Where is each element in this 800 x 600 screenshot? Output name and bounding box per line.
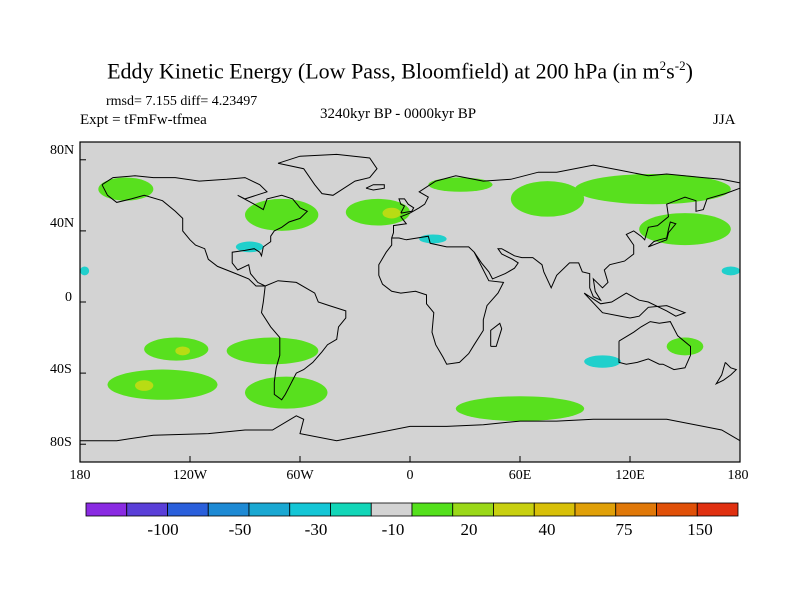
- anomaly-region-green: [226, 337, 319, 365]
- colorbar-swatch: [207, 502, 250, 517]
- lon-tick-60w: 60W: [286, 468, 314, 483]
- colorbar-label: -100: [147, 520, 179, 539]
- anomaly-region-green: [107, 369, 218, 400]
- lat-tick-80n: 80N: [50, 143, 75, 158]
- colorbar-swatch: [615, 502, 657, 517]
- title-close: ): [685, 58, 693, 84]
- colorbar-swatch: [85, 502, 128, 517]
- anomaly-region-green: [455, 396, 585, 422]
- colorbar-swatch: [289, 502, 331, 517]
- colorbar-swatch: [248, 502, 291, 517]
- colorbar-swatch: [411, 502, 454, 517]
- colorbar-swatch: [696, 502, 739, 517]
- coastline-north-america: [101, 175, 309, 287]
- coastline-australia: [618, 321, 691, 371]
- title-sup1: 2: [659, 58, 667, 73]
- colorbar-swatch: [533, 502, 576, 517]
- lon-tick-0: 0: [406, 468, 414, 483]
- stats-label: rmsd= 7.155 diff= 4.23497: [106, 94, 258, 109]
- season-label: JJA: [713, 112, 736, 128]
- coastline-asia-east: [473, 187, 741, 302]
- anomaly-region-cyan: [721, 266, 740, 276]
- coastline-indonesia: [583, 292, 687, 319]
- coastline-antarctica: [80, 415, 741, 442]
- anomaly-region-green: [639, 213, 731, 246]
- lon-tick-180e: 180: [727, 468, 749, 483]
- colorbar-swatch: [126, 502, 168, 517]
- coastline-south-america: [260, 280, 347, 401]
- colorbar-swatch: [493, 502, 535, 517]
- anomaly-region-green: [98, 177, 154, 201]
- anomaly-region-green: [428, 177, 493, 192]
- anomaly-region-green: [345, 198, 410, 226]
- coastline-iceland: [365, 184, 385, 191]
- anomaly-region-yellow-green: [382, 207, 401, 219]
- coastline-nz: [714, 362, 738, 386]
- colorbar-label: -50: [228, 520, 252, 539]
- lon-tick-60e: 60E: [508, 468, 532, 483]
- period-label: 3240kyr BP - 0000kyr BP: [320, 106, 477, 122]
- tick-marks: [79, 159, 741, 462]
- anomaly-region-yellow-green: [175, 346, 191, 356]
- coastline-greenland: [277, 153, 378, 196]
- lon-tick-120e: 120E: [615, 468, 645, 483]
- coastline-madagascar: [490, 322, 503, 347]
- lat-tick-40n: 40N: [50, 216, 75, 231]
- anomaly-region-cyan: [419, 234, 447, 244]
- lat-tick-eq: 0: [65, 290, 72, 305]
- title-text: Eddy Kinetic Energy (Low Pass, Bloomfiel…: [107, 58, 660, 84]
- colorbar-label: 150: [687, 520, 713, 539]
- lat-tick-80s: 80S: [50, 435, 72, 450]
- coastline-layer: [80, 153, 741, 442]
- anomaly-region-green: [666, 337, 704, 356]
- colorbar-label: -10: [381, 520, 405, 539]
- colorbar-label: 20: [460, 520, 478, 539]
- title-sup2: -2: [674, 58, 686, 73]
- coastline-uk: [398, 198, 415, 214]
- expt-label: Expt = tFmFw-tfmea: [80, 112, 207, 128]
- colorbar-swatch: [330, 502, 372, 517]
- title-mid: s: [666, 58, 675, 84]
- colorbar: [85, 502, 739, 517]
- colorbar-swatch: [574, 502, 617, 517]
- colorbar-label: -30: [304, 520, 328, 539]
- coastline-eurasia-africa: [378, 164, 741, 365]
- anomaly-region-green: [575, 174, 731, 205]
- anomaly-region-cyan: [80, 266, 90, 276]
- anomaly-region-green: [510, 181, 585, 217]
- anomaly-layer: [80, 174, 740, 422]
- colorbar-swatch: [370, 502, 413, 517]
- anomaly-region-yellow-green: [135, 380, 154, 391]
- colorbar-label: 75: [615, 520, 633, 539]
- lon-tick-120w: 120W: [172, 468, 208, 483]
- lat-tick-40s: 40S: [50, 362, 72, 377]
- colorbar-swatch: [452, 502, 494, 517]
- coastline-japan: [647, 221, 677, 248]
- anomaly-region-green: [244, 198, 319, 231]
- colorbar-label: 40: [538, 520, 556, 539]
- lon-tick-180w: 180: [69, 468, 91, 483]
- colorbar-swatch: [167, 502, 209, 517]
- colorbar-swatch: [656, 502, 698, 517]
- plot-title: Eddy Kinetic Energy (Low Pass, Bloomfiel…: [0, 58, 800, 84]
- anomaly-region-cyan: [584, 355, 621, 368]
